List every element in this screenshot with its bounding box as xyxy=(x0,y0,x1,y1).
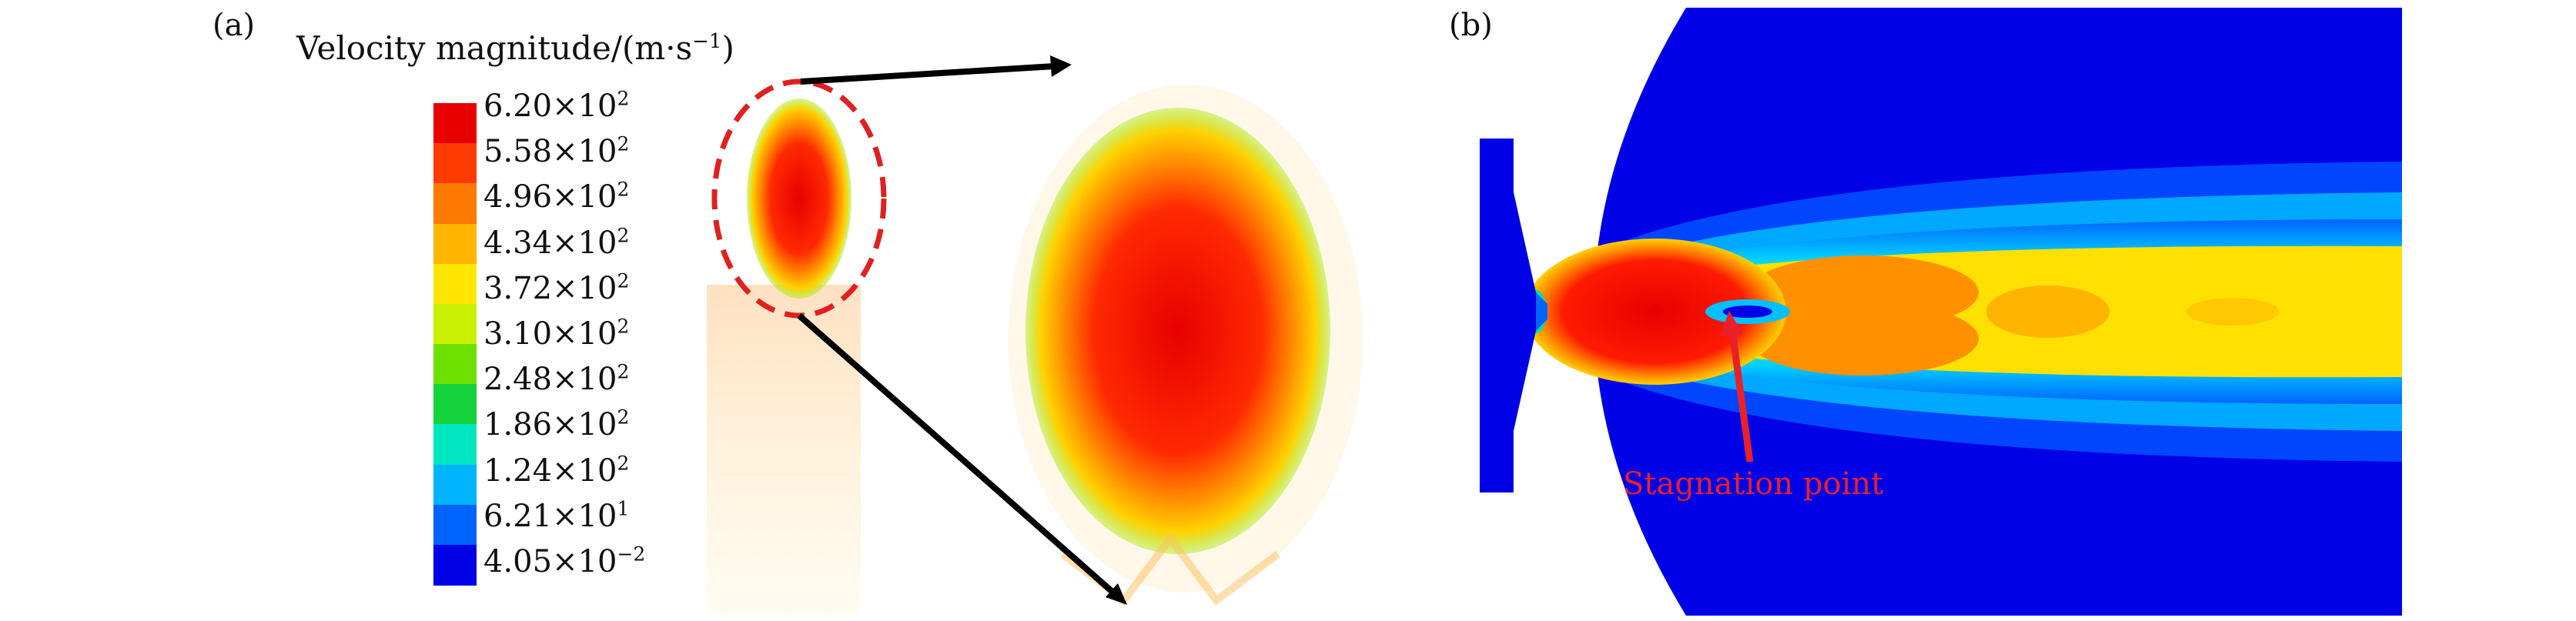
panel-label-a: (a) xyxy=(212,8,256,43)
colorbar xyxy=(433,103,477,586)
stagnation-point-label: Stagnation point xyxy=(1623,466,1884,502)
colorbar-band xyxy=(433,303,477,345)
colorbar-band xyxy=(433,544,477,586)
plume-field-a xyxy=(707,98,861,616)
contour-field-b xyxy=(1480,8,2402,616)
colorbar-tick-label: 3.10×102 xyxy=(483,315,630,352)
stagnation-arrow xyxy=(1720,311,1754,462)
colorbar-band xyxy=(433,223,477,265)
colorbar-band xyxy=(433,504,477,546)
colorbar-tick-label: 4.34×102 xyxy=(483,224,630,261)
colorbar-tick-label: 1.86×102 xyxy=(483,406,630,443)
legend-title: Velocity magnitude/(m·s−1) xyxy=(296,29,734,67)
colorbar-band xyxy=(433,183,477,225)
colorbar-band xyxy=(433,464,477,506)
colorbar-tick-label: 1.24×102 xyxy=(483,452,630,489)
colorbar-band xyxy=(433,424,477,466)
colorbar-band xyxy=(433,344,477,386)
colorbar-tick-label: 3.72×102 xyxy=(483,269,630,306)
colorbar-band xyxy=(433,143,477,185)
colorbar-tick-label: 6.21×101 xyxy=(483,497,630,534)
colorbar-band xyxy=(433,384,477,426)
colorbar-tick-label: 2.48×102 xyxy=(483,360,630,398)
colorbar-tick-label: 4.05×10−2 xyxy=(483,543,646,579)
colorbar-band xyxy=(433,263,477,305)
panel-label-b: (b) xyxy=(1449,8,1493,43)
colorbar-tick-label: 5.58×102 xyxy=(483,132,630,170)
colorbar-band xyxy=(433,103,477,145)
zoom-arrows xyxy=(797,55,1127,605)
colorbar-tick-label: 4.96×102 xyxy=(483,179,630,215)
zoomed-plume-field xyxy=(1009,85,1363,606)
colorbar-tick-label: 6.20×102 xyxy=(483,87,630,124)
